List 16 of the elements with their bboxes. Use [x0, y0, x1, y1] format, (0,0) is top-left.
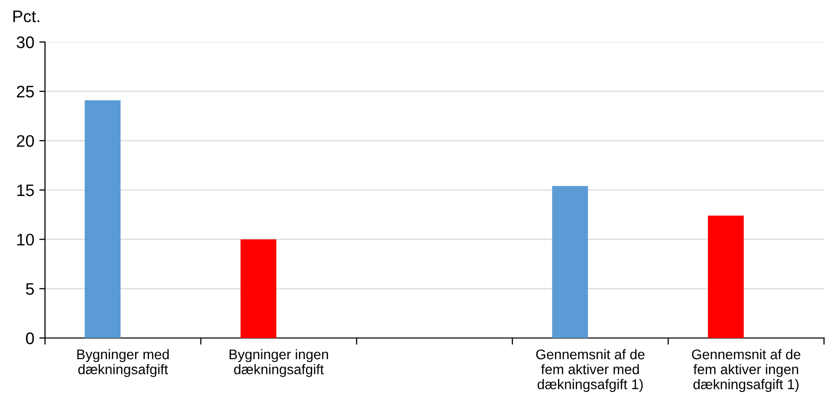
- bar: [240, 239, 276, 338]
- y-tick-label: 25: [16, 86, 34, 98]
- y-axis-title: Pct.: [13, 10, 40, 22]
- x-tick-label: Gennemsnit af de fem aktiver ingen dækningsafgift 1): [692, 349, 800, 392]
- x-tick-label: Bygninger ingen dækningsafgift: [230, 349, 328, 378]
- y-tick-label: 5: [26, 283, 34, 295]
- bar: [84, 100, 121, 338]
- y-tick-label: 10: [17, 234, 34, 246]
- y-tick-label: 0: [26, 332, 34, 344]
- x-tick-label: Gennemsnit af de fem aktiver med dækningsafgift 1): [536, 349, 645, 392]
- bar: [708, 216, 744, 338]
- bar: [552, 186, 588, 338]
- y-tick-label: 20: [16, 135, 34, 147]
- x-tick-label: Bygninger med dækningsafgift: [77, 349, 169, 378]
- y-tick-label: 30: [16, 36, 34, 48]
- y-tick-label: 15: [17, 184, 34, 196]
